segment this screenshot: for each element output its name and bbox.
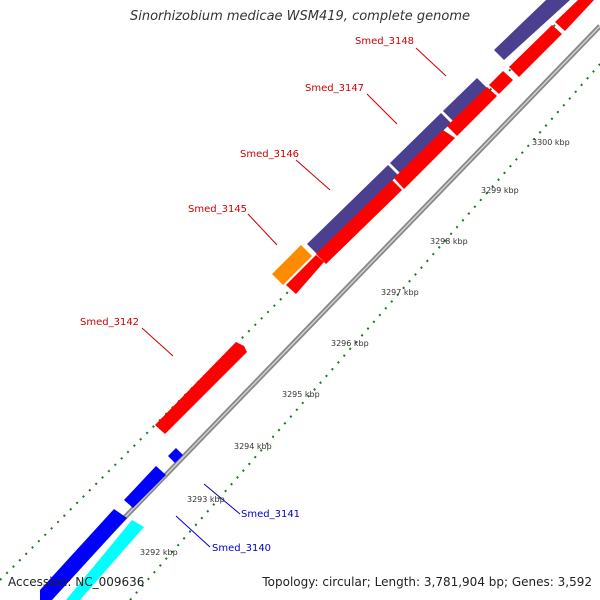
leader-line-smed3140: [175, 515, 211, 548]
cds-match-block: [443, 78, 487, 121]
tick-track-outer: [0, 0, 582, 581]
gene-label-smed3141[interactable]: Smed_3141: [241, 509, 300, 520]
reverse-gene-smed3140: [40, 509, 127, 600]
gene-label-smed3147[interactable]: Smed_3147: [305, 83, 364, 94]
forward-gene-arrow: [447, 87, 497, 136]
tick-label-3294: 3294 kbp: [234, 442, 272, 451]
forward-gene-arrow: [509, 25, 562, 77]
cds-match-block: [390, 113, 451, 173]
leader-line-smed3145: [247, 213, 278, 246]
backbone-highlight: [44, 25, 600, 600]
gene-label-smed3142[interactable]: Smed_3142: [80, 317, 139, 328]
tick-label-3295: 3295 kbp: [282, 390, 320, 399]
genome-title: Sinorhizobium medicae WSM419, complete g…: [129, 9, 471, 24]
tick-label-3293: 3293 kbp: [187, 495, 225, 504]
forward-gene-arrow: [316, 180, 402, 264]
leader-line-smed3142: [141, 327, 174, 357]
cds-match-track: [272, 0, 570, 285]
tick-dots-outer-line: [0, 0, 582, 581]
tick-labels: 3292 kbp 3293 kbp 3294 kbp 3295 kbp 3296…: [140, 138, 570, 557]
leader-line-smed3141: [203, 483, 241, 515]
tick-label-3296: 3296 kbp: [331, 339, 369, 348]
genome-summary-text: Topology: circular; Length: 3,781,904 bp…: [262, 575, 592, 589]
tick-label-3300: 3300 kbp: [532, 138, 570, 147]
gene-label-smed3145[interactable]: Smed_3145: [188, 204, 247, 215]
reverse-genes: [40, 448, 183, 600]
backbone: [43, 24, 600, 600]
gene-label-smed3148[interactable]: Smed_3148: [355, 36, 414, 47]
forward-gene-arrow: [286, 255, 324, 294]
gene-label-smed3140[interactable]: Smed_3140: [212, 543, 271, 554]
forward-gene-arrow: [394, 130, 455, 189]
cds-match-block: [307, 165, 398, 254]
tick-label-3297: 3297 kbp: [381, 288, 419, 297]
leader-line-smed3147: [366, 93, 398, 125]
leader-lines: [141, 47, 447, 548]
leader-line-smed3148: [415, 47, 447, 77]
forward-gene-arrow: [555, 0, 594, 31]
tick-dots-inner-line: [129, 63, 600, 600]
reverse-gene-arrow: [124, 466, 166, 508]
tick-label-3292: 3292 kbp: [140, 548, 178, 557]
reverse-gene-smed3141: [168, 448, 183, 463]
forward-gene-smed3142: [155, 342, 247, 434]
tick-label-3298: 3298 kbp: [430, 237, 468, 246]
leader-line-smed3146: [295, 159, 331, 191]
accession-text: Accession: NC_009636: [8, 575, 145, 589]
forward-gene-arrow: [489, 71, 513, 94]
gene-label-smed3146[interactable]: Smed_3146: [240, 149, 299, 160]
cds-match-block: [494, 0, 570, 60]
tick-label-3299: 3299 kbp: [481, 186, 519, 195]
cyan-feature: [66, 520, 144, 600]
orange-feature: [272, 245, 312, 285]
gene-labels: Smed_3148 Smed_3147 Smed_3146 Smed_3145 …: [80, 36, 414, 554]
forward-genes: [155, 0, 594, 434]
tick-track-inner: [129, 63, 600, 600]
